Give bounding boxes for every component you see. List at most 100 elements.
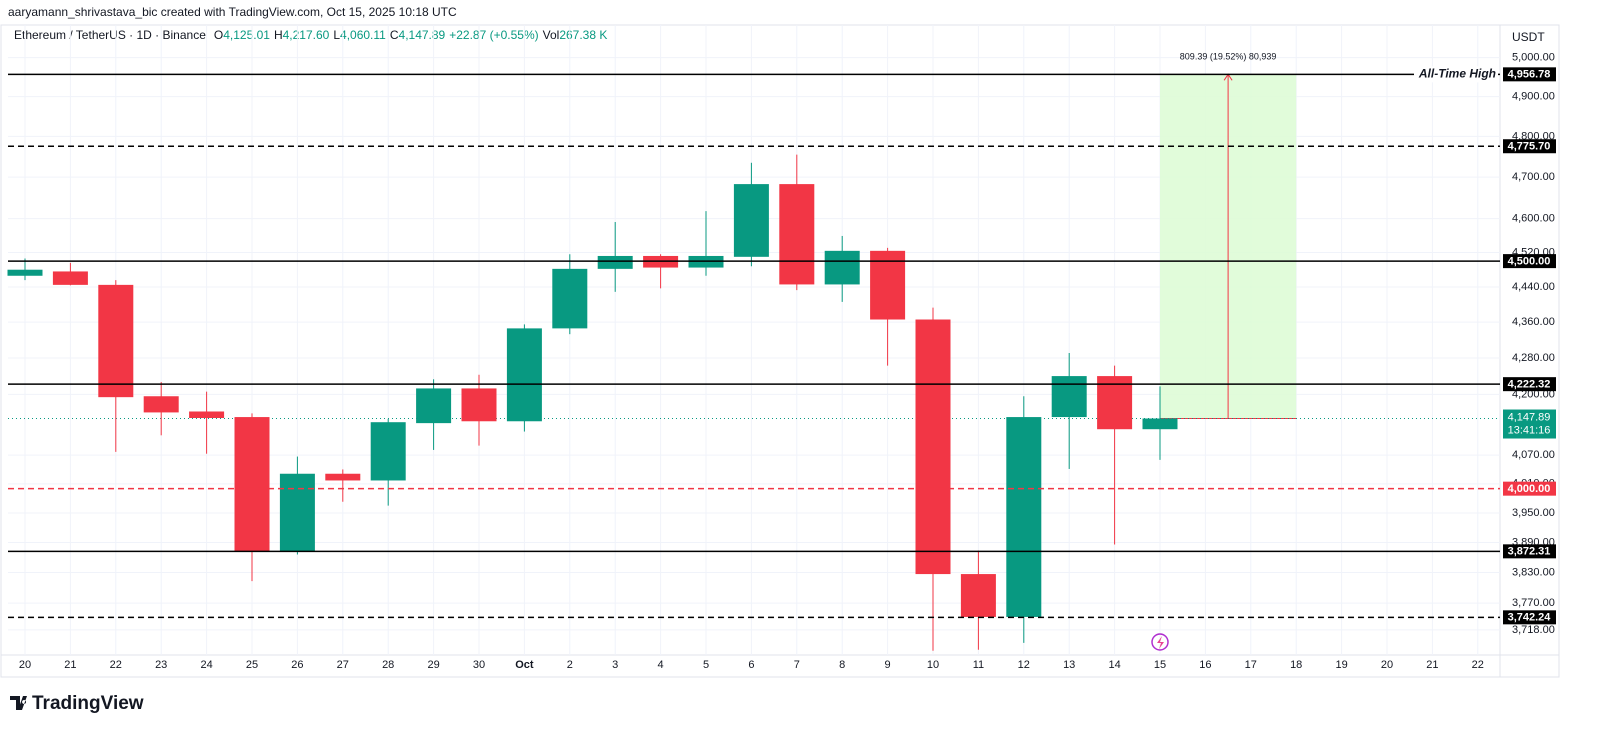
- symbol: Ethereum / TetherUS · 1D · Binance: [14, 28, 206, 42]
- ohlc-value: 4,060.11: [340, 28, 386, 42]
- candle-body: [1006, 417, 1042, 617]
- level-label: 4,000.00: [1508, 483, 1551, 495]
- x-tick-label: 4: [658, 659, 664, 671]
- y-tick-label: 4,200.00: [1512, 388, 1555, 400]
- x-tick-label: 11: [973, 659, 984, 671]
- x-tick-label: 25: [246, 659, 258, 671]
- candle-body: [189, 411, 225, 419]
- y-tick-label: 3,770.00: [1512, 597, 1555, 609]
- candle-body: [915, 319, 951, 575]
- logo: TradingView: [10, 693, 144, 714]
- brand: TradingView: [32, 693, 144, 714]
- ohlc-value: 4,125.01: [223, 28, 270, 42]
- level-label-box: [1503, 544, 1556, 559]
- logo-icon: [10, 696, 27, 710]
- candle-body: [52, 271, 88, 285]
- y-tick-label: 3,718.00: [1512, 624, 1555, 636]
- x-tick-label: 7: [794, 659, 800, 671]
- y-tick-label: 4,700.00: [1512, 171, 1555, 183]
- change: +22.87 (+0.55%): [449, 28, 538, 42]
- level-label: 3,872.31: [1508, 546, 1551, 558]
- candle-body: [597, 255, 633, 269]
- x-tick-label: 3: [612, 659, 618, 671]
- legend: Ethereum / TetherUS · 1D · Binance O4,125…: [14, 28, 607, 42]
- x-tick-label: 21: [1426, 659, 1438, 671]
- candle-body: [143, 396, 179, 413]
- x-tick-label: 9: [885, 659, 891, 671]
- level-label: 4,500.00: [1508, 256, 1551, 268]
- countdown: 13:41:16: [1508, 424, 1551, 436]
- level-label-box: [1503, 67, 1556, 82]
- ohlc-key: L: [333, 28, 340, 42]
- y-tick-label: 4,070.00: [1512, 449, 1555, 461]
- x-tick-label: 5: [703, 659, 709, 671]
- candle-body: [279, 473, 315, 552]
- x-tick-label: 30: [473, 659, 485, 671]
- x-tick-label: Oct: [515, 659, 534, 671]
- ohlc-value: 4,217.60: [283, 28, 330, 42]
- level-note: All-Time High: [1418, 67, 1496, 81]
- candle-body: [461, 388, 497, 422]
- candle-body: [552, 268, 588, 329]
- level-label-box: [1503, 254, 1556, 269]
- y-tick-label: 4,280.00: [1512, 352, 1555, 364]
- level-label-box: [1503, 610, 1556, 625]
- ohlc-key: H: [274, 28, 283, 42]
- candle-body: [506, 328, 542, 422]
- y-tick-label: 3,950.00: [1512, 507, 1555, 519]
- level-note-bg: [1414, 66, 1498, 83]
- candle-body: [1142, 418, 1178, 430]
- y-tick-label: 4,360.00: [1512, 316, 1555, 328]
- x-tick-label: 28: [382, 659, 394, 671]
- candle-body: [370, 422, 406, 481]
- level-label-box: [1503, 139, 1556, 154]
- x-tick-label: 26: [291, 659, 303, 671]
- candle-body: [1097, 376, 1133, 430]
- last-price-box: [1503, 409, 1556, 439]
- ohlc-key: C: [390, 28, 399, 42]
- plot-frame: [0, 24, 1560, 678]
- event-icon: [1151, 633, 1169, 651]
- ohlc-value: 4,147.89: [399, 28, 446, 42]
- candle-body: [7, 269, 43, 276]
- ohlc-key: O: [214, 28, 223, 42]
- y-tick-label: 5,000.00: [1512, 51, 1555, 63]
- y-tick-label: 4,440.00: [1512, 281, 1555, 293]
- x-tick-label: 17: [1245, 659, 1257, 671]
- last-price-label: 4,147.89: [1508, 411, 1551, 423]
- x-tick-label: 13: [1063, 659, 1075, 671]
- candle-body: [1051, 376, 1087, 418]
- x-tick-label: 20: [19, 659, 31, 671]
- level-label-box: [1503, 377, 1556, 392]
- candle-body: [960, 574, 996, 617]
- x-tick-label: 10: [927, 659, 939, 671]
- x-tick-label: 19: [1335, 659, 1347, 671]
- x-tick-label: 15: [1154, 659, 1166, 671]
- candle-body: [325, 473, 361, 481]
- candle-body: [98, 284, 134, 398]
- x-tick-label: 23: [155, 659, 167, 671]
- measure-label: 809.39 (19.52%) 80,939: [1180, 52, 1277, 62]
- candle-body: [870, 250, 906, 320]
- x-tick-label: 24: [200, 659, 212, 671]
- level-label: 4,956.78: [1508, 69, 1551, 81]
- x-tick-label: 14: [1108, 659, 1120, 671]
- volume-key: Vol: [543, 28, 560, 42]
- level-label: 3,742.24: [1508, 612, 1552, 624]
- currency: USDT: [1512, 30, 1545, 44]
- x-tick-label: 22: [1472, 659, 1484, 671]
- candle-body: [234, 417, 270, 552]
- candle-body: [824, 250, 860, 285]
- x-tick-label: 8: [839, 659, 845, 671]
- x-tick-label: 6: [748, 659, 754, 671]
- x-tick-label: 2: [567, 659, 573, 671]
- y-tick-label: 4,600.00: [1512, 213, 1555, 225]
- y-tick-label: 3,830.00: [1512, 566, 1555, 578]
- x-tick-label: 29: [427, 659, 439, 671]
- y-tick-label: 4,900.00: [1512, 91, 1555, 103]
- x-tick-label: 21: [64, 659, 76, 671]
- candle-body: [733, 184, 769, 257]
- candle-body: [779, 184, 815, 285]
- level-label: 4,775.70: [1508, 141, 1551, 153]
- volume: 267.38 K: [559, 28, 607, 42]
